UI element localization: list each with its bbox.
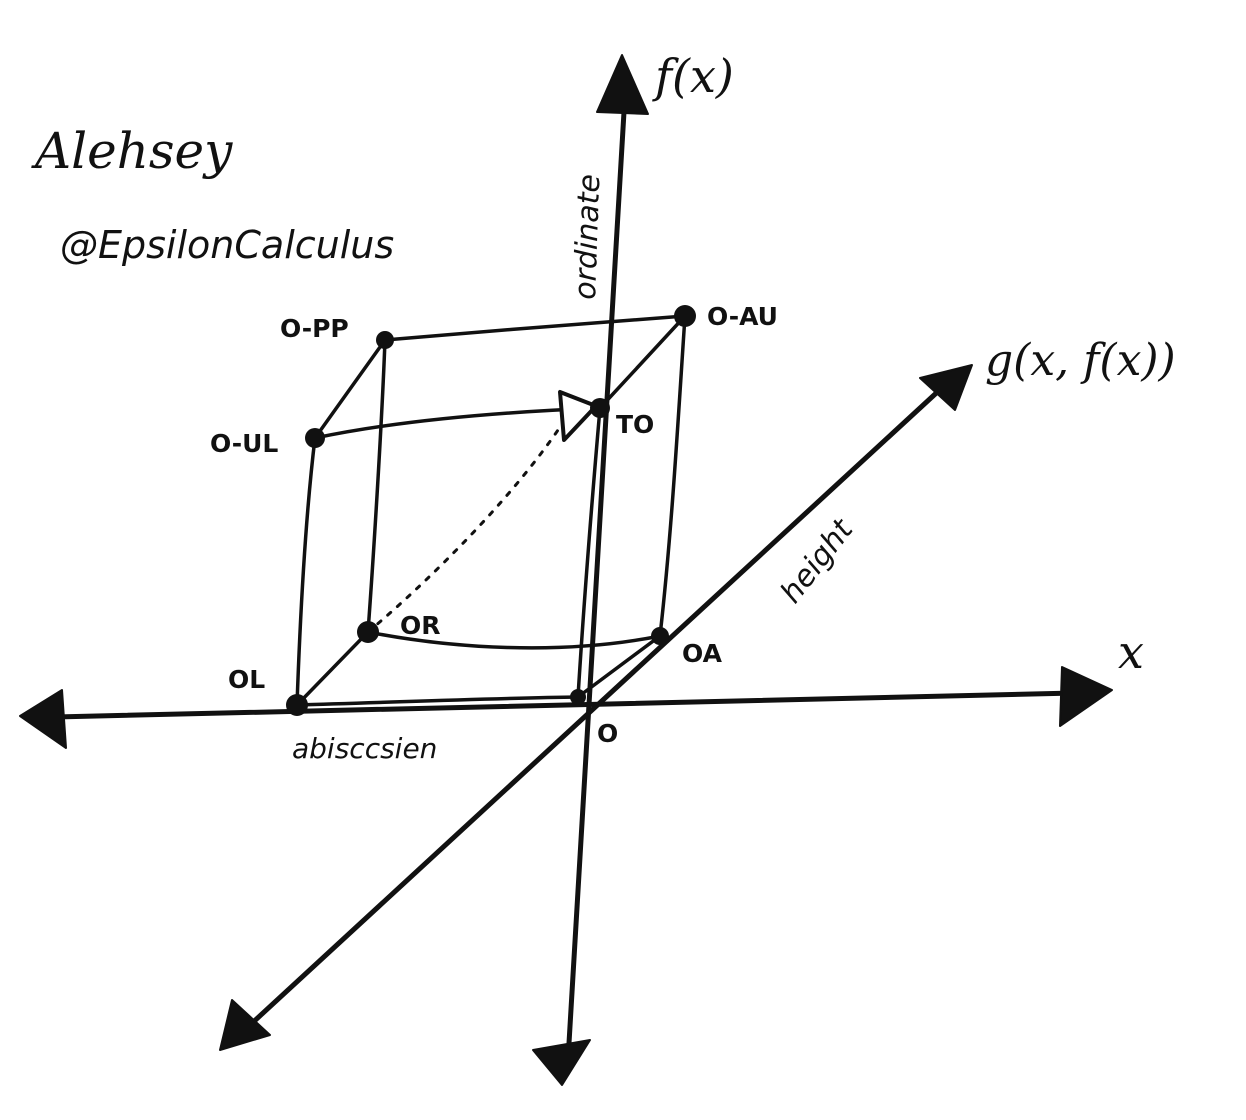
- vertical-axis-top-arrowhead: [596, 54, 649, 115]
- label-or: OR: [400, 611, 441, 640]
- vertical-axis-line: [565, 92, 628, 1063]
- open-arrowhead-to: [558, 390, 598, 442]
- signature: Alehsey @EpsilonCalculus: [31, 122, 394, 267]
- cube: [295, 314, 687, 707]
- label-oa: OA: [682, 639, 723, 668]
- edge-opp-or: [366, 338, 387, 634]
- diagonal-or-to-dashed: [366, 428, 560, 634]
- horizontal-axis-label: x: [1118, 625, 1144, 679]
- label-ol: OL: [228, 665, 265, 694]
- vertex-o-au: [674, 305, 696, 327]
- point-labels: O-PP O-AU O-UL TO OR OA OL O: [210, 302, 778, 748]
- vertex-origin: [570, 689, 586, 705]
- edge-oul-ol: [295, 436, 317, 707]
- depth-axis-positive-arrowhead: [919, 364, 973, 411]
- vertex-ol: [286, 694, 308, 716]
- edge-oau-to: [598, 314, 687, 410]
- label-o-au: O-AU: [707, 302, 778, 331]
- vertex-oa: [651, 627, 669, 645]
- vertex-to: [590, 398, 610, 418]
- edge-opp-oau: [383, 314, 687, 342]
- vertical-axis-bottom-arrowhead: [532, 1039, 591, 1086]
- axis-labels: f(x) ordinate g(x, f(x)) height x abiscc…: [292, 49, 1176, 765]
- edge-to-o: [576, 406, 602, 699]
- x-axis-line: [52, 690, 1078, 720]
- vertex-o-pp: [376, 331, 394, 349]
- signature-author: Alehsey: [31, 122, 233, 180]
- x-axis-positive-arrowhead: [1059, 666, 1113, 727]
- vertical-axis-label: f(x): [652, 49, 734, 103]
- edge-or-oa: [366, 630, 662, 650]
- depth-axis-line: [247, 382, 948, 1028]
- vertices: [286, 305, 696, 716]
- edge-oa-o: [576, 634, 662, 699]
- edge-oau-oa: [658, 314, 687, 638]
- label-o-ul: O-UL: [210, 429, 278, 458]
- label-to: TO: [616, 410, 654, 439]
- horizontal-axis-name: abisccsien: [292, 732, 437, 765]
- edge-ol-or: [295, 630, 370, 707]
- axes: [19, 54, 1113, 1086]
- edge-ol-o: [295, 695, 580, 707]
- vertex-o-ul: [305, 428, 325, 448]
- depth-axis-name: height: [774, 512, 861, 610]
- signature-handle: @EpsilonCalculus: [60, 223, 394, 267]
- edge-opp-oul: [313, 338, 387, 440]
- vertical-axis-name: ordinate: [568, 173, 607, 300]
- label-o-pp: O-PP: [280, 314, 349, 343]
- x-axis-negative-arrowhead: [19, 689, 67, 749]
- depth-axis-negative-arrowhead: [219, 999, 271, 1051]
- label-origin: O: [597, 719, 618, 748]
- depth-axis-label: g(x, f(x)): [985, 335, 1176, 386]
- vertex-or: [357, 621, 379, 643]
